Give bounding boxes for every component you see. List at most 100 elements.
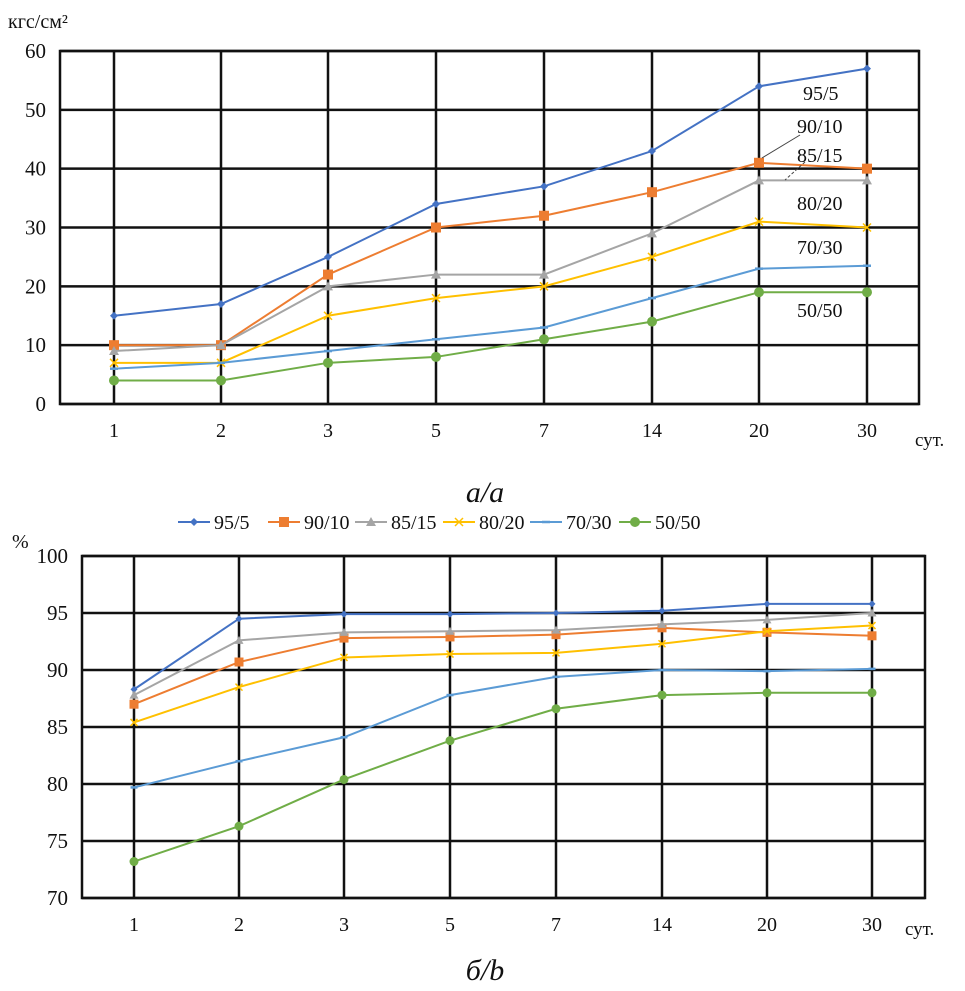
- marker-circle: [630, 517, 640, 527]
- series-line: [133, 691, 872, 863]
- marker-triangle: [647, 228, 657, 238]
- legend-label: 85/15: [391, 512, 437, 534]
- series-80-20: [129, 621, 877, 727]
- marker-circle: [754, 287, 764, 298]
- x-tick-label: 20: [757, 914, 777, 936]
- marker-diamond: [190, 518, 198, 526]
- marker-square: [431, 222, 441, 233]
- y-tick-label: 80: [47, 772, 68, 796]
- y-tick-label: 75: [47, 829, 68, 853]
- marker-diamond: [658, 607, 666, 615]
- series-label: 50/50: [797, 300, 843, 322]
- marker-diamond: [324, 252, 332, 261]
- y-tick-label: 30: [25, 216, 46, 240]
- marker-x: [867, 621, 877, 630]
- leader-line: [761, 134, 801, 159]
- y-tick-label: 90: [47, 658, 68, 682]
- chart-b-xlabel: сут.: [905, 919, 934, 940]
- x-tick-label: 14: [642, 420, 662, 442]
- series-line: [113, 264, 868, 370]
- marker-diamond: [863, 64, 871, 73]
- marker-triangle: [339, 627, 349, 636]
- y-tick-label: 100: [37, 544, 69, 568]
- marker-triangle: [366, 517, 376, 526]
- marker-circle: [323, 357, 333, 368]
- marker-circle: [431, 351, 441, 362]
- legend-item: 50/50: [619, 512, 701, 534]
- y-tick-label: 95: [47, 601, 68, 625]
- marker-diamond: [432, 199, 440, 208]
- marker-square: [109, 340, 119, 351]
- marker-x: [762, 627, 772, 636]
- series-95-5: [130, 600, 876, 693]
- series-label: 95/5: [803, 83, 839, 105]
- legend-item: 70/30: [530, 512, 612, 534]
- marker-triangle: [234, 635, 244, 644]
- series-50-50: [129, 688, 877, 867]
- marker-square: [279, 517, 289, 527]
- marker-x: [551, 648, 561, 657]
- marker-diamond: [217, 299, 225, 308]
- series-80-20: [109, 217, 872, 368]
- y-tick-label: 0: [36, 392, 47, 416]
- series-line: [133, 667, 873, 789]
- x-tick-label: 3: [323, 420, 333, 442]
- marker-circle: [129, 857, 139, 867]
- x-tick-label: 1: [129, 914, 139, 936]
- marker-triangle: [762, 615, 772, 624]
- series-line: [133, 624, 873, 724]
- marker-triangle: [551, 625, 561, 634]
- leader-line: [784, 161, 806, 181]
- chart-a-caption: а/а: [466, 476, 504, 509]
- legend-label: 70/30: [566, 512, 612, 534]
- marker-diamond: [235, 615, 243, 623]
- marker-diamond: [540, 182, 548, 191]
- marker-square: [551, 630, 561, 640]
- series-line: [133, 602, 872, 691]
- marker-diamond: [552, 609, 560, 617]
- marker-diamond: [648, 147, 656, 156]
- marker-x: [754, 217, 764, 227]
- marker-triangle: [867, 608, 877, 617]
- marker-diamond: [868, 600, 876, 608]
- series-90-10: [109, 157, 872, 351]
- marker-triangle: [754, 175, 764, 185]
- legend-item: 85/15: [355, 512, 437, 534]
- series-label: 80/20: [797, 193, 843, 215]
- marker-diamond: [340, 610, 348, 618]
- x-tick-label: 20: [749, 420, 769, 442]
- marker-triangle: [539, 269, 549, 279]
- marker-circle: [867, 688, 877, 698]
- marker-x: [323, 311, 333, 321]
- marker-triangle: [323, 281, 333, 291]
- series-70-30: [110, 264, 871, 370]
- marker-square: [647, 187, 657, 198]
- series-85-15: [129, 608, 877, 699]
- x-tick-label: 2: [234, 914, 244, 936]
- marker-x: [234, 683, 244, 692]
- legend-label: 95/5: [214, 512, 250, 534]
- series-50-50: [109, 287, 872, 386]
- marker-square: [445, 632, 455, 642]
- x-tick-label: 2: [216, 420, 226, 442]
- y-tick-label: 70: [47, 886, 68, 910]
- legend-item: 90/10: [268, 512, 350, 534]
- chart-a: кгс/см² сут. а/а 0 10 20 30 40 50 60 1 2 3 5 7 14 20 3…: [8, 11, 944, 509]
- legend-label: 80/20: [479, 512, 525, 534]
- series-label: 85/15: [797, 145, 843, 167]
- marker-circle: [445, 736, 455, 746]
- marker-x: [431, 293, 441, 303]
- plot-area-border: [80, 554, 927, 900]
- marker-diamond: [755, 82, 763, 91]
- marker-triangle: [862, 175, 872, 185]
- marker-x: [647, 252, 657, 262]
- marker-circle: [647, 316, 657, 327]
- marker-x: [109, 358, 119, 368]
- marker-x: [657, 639, 667, 648]
- marker-square: [867, 631, 877, 641]
- chart-b-caption: б/b: [466, 954, 504, 987]
- marker-diamond: [763, 600, 771, 608]
- marker-square: [339, 633, 349, 643]
- marker-x: [445, 650, 455, 659]
